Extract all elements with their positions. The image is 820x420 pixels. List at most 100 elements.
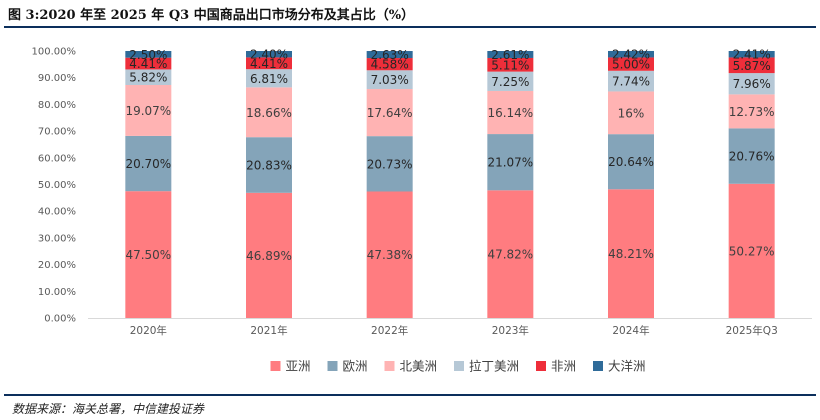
data-label: 2.42% (612, 48, 650, 62)
bar-segment (487, 134, 534, 191)
data-label: 5.82% (129, 71, 167, 85)
bar-segment (728, 51, 775, 58)
data-label: 48.21% (608, 247, 654, 261)
top-rule (4, 26, 816, 28)
bar-segment (487, 51, 534, 58)
bar-segment (366, 89, 413, 137)
bar-segment (246, 69, 292, 88)
y-tick-label: 30.00% (38, 233, 76, 244)
bar-segment (125, 69, 172, 85)
bar-segment (366, 191, 413, 318)
bar-segment (487, 90, 534, 135)
x-category-label: 2020年 (130, 324, 167, 337)
data-label: 17.64% (367, 106, 413, 120)
data-source: 数据来源：海关总署，中信建投证券 (12, 402, 205, 416)
bar-segment (125, 84, 172, 136)
data-label: 4.58% (371, 58, 409, 72)
data-label: 47.38% (367, 248, 413, 262)
legend-label: 欧洲 (343, 359, 368, 374)
data-label: 4.41% (250, 57, 288, 71)
data-label: 2.41% (733, 48, 771, 62)
bar-segment (608, 50, 654, 58)
y-tick-label: 80.00% (38, 100, 76, 111)
legend-swatch (536, 361, 546, 371)
bar-segment (608, 70, 654, 92)
bar-segment (728, 73, 775, 95)
bar-segment (246, 87, 292, 138)
legend-swatch (327, 361, 338, 371)
bar-segment (125, 57, 172, 70)
data-label: 16.14% (487, 106, 533, 120)
bar-segment (487, 57, 534, 72)
data-label: 47.82% (487, 248, 533, 262)
bar-segment (125, 191, 172, 318)
bar-segment (125, 135, 172, 192)
y-tick-label: 50.00% (38, 180, 76, 191)
x-category-label: 2025年Q3 (726, 324, 778, 337)
data-label: 2.50% (129, 48, 167, 62)
data-label: 47.50% (125, 248, 171, 262)
legend-label: 大洋洲 (608, 359, 646, 374)
x-category-label: 2024年 (612, 324, 649, 337)
y-tick-label: 90.00% (38, 73, 76, 84)
data-label: 20.64% (608, 155, 654, 169)
x-category-label: 2021年 (250, 324, 287, 337)
legend-swatch (454, 361, 464, 371)
data-label: 12.73% (729, 105, 775, 119)
legend-label: 非洲 (551, 359, 576, 374)
data-label: 2.61% (491, 48, 529, 62)
bar-segment (728, 183, 775, 318)
legend-label: 拉丁美洲 (469, 359, 519, 374)
bottom-rule (4, 394, 816, 396)
data-label: 2.63% (371, 48, 409, 62)
data-label: 5.11% (491, 58, 529, 72)
bar-segment (608, 189, 654, 318)
bar-segment (366, 58, 413, 71)
bar-segment (728, 94, 775, 129)
x-category-label: 2022年 (371, 324, 408, 337)
y-tick-label: 60.00% (38, 153, 76, 164)
data-label: 20.76% (729, 150, 775, 164)
data-label: 46.89% (246, 249, 292, 263)
data-label: 5.00% (612, 58, 650, 72)
y-tick-label: 40.00% (38, 207, 76, 218)
bar-segment (728, 128, 775, 184)
data-label: 20.83% (246, 158, 292, 172)
data-label: 6.81% (250, 72, 288, 86)
y-tick-label: 10.00% (38, 287, 76, 298)
bar-segment (608, 91, 654, 135)
bar-segment (487, 190, 534, 318)
y-tick-label: 0.00% (44, 314, 76, 325)
data-label: 7.96% (733, 77, 771, 91)
y-tick-label: 20.00% (38, 260, 76, 271)
legend-swatch (270, 361, 281, 371)
bar-segment (608, 134, 654, 190)
bar-segment (487, 71, 534, 91)
bar-segment (246, 57, 292, 70)
data-label: 50.27% (729, 244, 775, 258)
data-label: 7.03% (371, 73, 409, 87)
y-tick-label: 100.00% (32, 47, 77, 58)
bar-segment (366, 136, 413, 192)
data-label: 20.73% (367, 157, 413, 171)
legend-label: 北美洲 (400, 359, 438, 374)
data-label: 19.07% (125, 104, 171, 118)
legend-label: 亚洲 (286, 359, 311, 374)
stacked-bar-chart: 0.00% 10.00% 20.00% 30.00% 40.00% 50.00% 60.00… (32, 47, 812, 374)
figure-title: 图 3:2020 年至 2025 年 Q3 中国商品出口市场分布及其占比（%） (8, 8, 415, 23)
y-tick-label: 70.00% (38, 127, 76, 138)
data-label: 16% (618, 106, 645, 120)
bar-segment (125, 51, 172, 58)
x-category-label: 2023年 (492, 324, 529, 337)
data-label: 7.74% (612, 75, 650, 89)
data-label: 21.07% (487, 156, 533, 170)
legend-swatch (593, 361, 603, 371)
bar-segment (246, 137, 292, 193)
data-label: 5.87% (733, 59, 771, 73)
bar-segment (728, 57, 775, 74)
bar-segment (608, 57, 654, 71)
data-label: 4.41% (129, 57, 167, 71)
bar-segment (366, 70, 413, 90)
data-label: 18.66% (246, 106, 292, 120)
bar-segment (246, 192, 292, 318)
